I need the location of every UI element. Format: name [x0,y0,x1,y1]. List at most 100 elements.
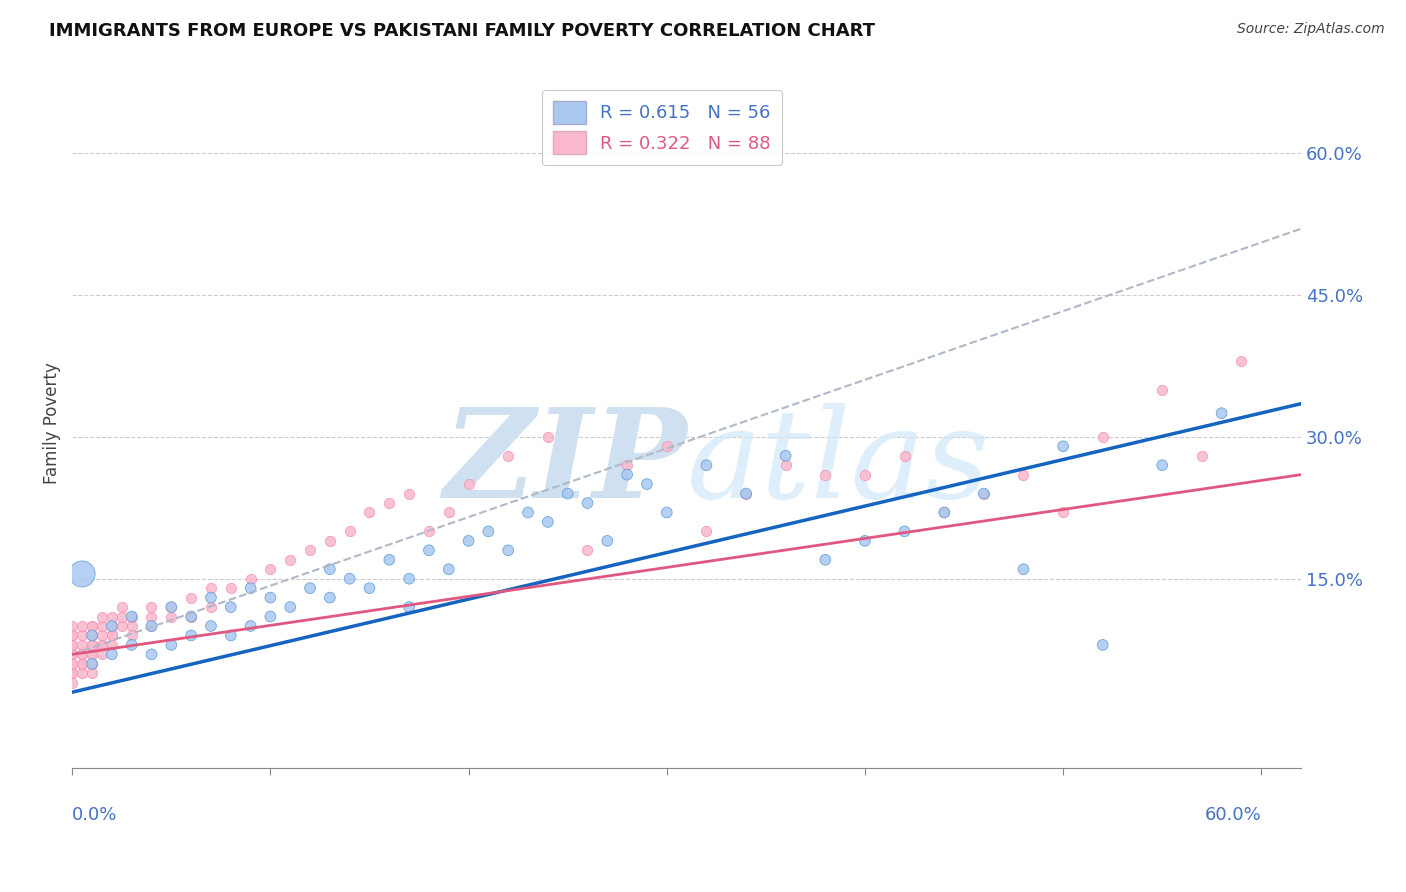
Point [101,609,124,624]
Point [398,486,420,500]
Point [101,648,124,662]
Point [359,506,381,520]
Point [496,543,519,558]
Point [219,628,242,642]
Point [70,628,93,642]
Point [60,657,83,671]
Point [91,609,114,624]
Point [80,657,103,671]
Point [141,609,163,624]
Point [437,562,460,576]
Point [160,600,183,615]
Point [775,449,797,463]
Point [477,524,499,539]
Point [60,675,83,690]
Point [893,524,915,539]
Point [91,648,114,662]
Point [695,458,717,473]
Point [60,648,83,662]
Point [70,648,93,662]
Point [557,486,579,500]
Point [70,619,93,633]
Point [80,638,103,652]
Point [141,648,163,662]
Point [378,553,401,567]
Point [121,609,143,624]
Point [121,628,143,642]
Point [457,533,479,548]
Point [91,619,114,633]
Point [853,533,876,548]
Point [1091,430,1114,444]
Point [60,628,83,642]
Point [121,619,143,633]
Point [70,657,93,671]
Point [219,600,242,615]
Point [814,553,837,567]
Point [319,562,342,576]
Point [70,638,93,652]
Point [70,648,93,662]
Point [180,628,202,642]
Point [111,600,134,615]
Point [418,524,440,539]
Point [101,628,124,642]
Point [1191,449,1213,463]
Point [457,477,479,491]
Point [259,591,281,605]
Point [655,439,678,453]
Point [814,467,837,482]
Point [1152,383,1174,397]
Point [200,591,222,605]
Point [80,628,103,642]
Point [160,638,183,652]
Point [141,600,163,615]
Point [70,657,93,671]
Point [60,619,83,633]
Point [101,619,124,633]
Point [1012,562,1035,576]
Point [60,638,83,652]
Point [91,628,114,642]
Point [80,657,103,671]
Point [319,591,342,605]
Point [893,449,915,463]
Point [60,657,83,671]
Point [121,609,143,624]
Point [60,638,83,652]
Point [1230,354,1253,368]
Point [219,581,242,595]
Point [101,619,124,633]
Point [91,638,114,652]
Text: 0.0%: 0.0% [72,805,118,823]
Point [398,572,420,586]
Point [596,533,619,548]
Point [576,543,599,558]
Point [299,581,322,595]
Point [437,506,460,520]
Point [80,666,103,681]
Point [180,609,202,624]
Point [80,648,103,662]
Point [695,524,717,539]
Point [60,666,83,681]
Point [101,628,124,642]
Point [239,581,262,595]
Point [1052,439,1074,453]
Point [259,562,281,576]
Point [735,486,758,500]
Point [80,619,103,633]
Point [70,666,93,681]
Point [934,506,956,520]
Point [496,449,519,463]
Point [200,619,222,633]
Point [319,533,342,548]
Point [80,619,103,633]
Text: Source: ZipAtlas.com: Source: ZipAtlas.com [1237,22,1385,37]
Point [80,628,103,642]
Point [537,515,560,529]
Point [239,619,262,633]
Point [1152,458,1174,473]
Text: 60.0%: 60.0% [1205,805,1261,823]
Point [278,553,301,567]
